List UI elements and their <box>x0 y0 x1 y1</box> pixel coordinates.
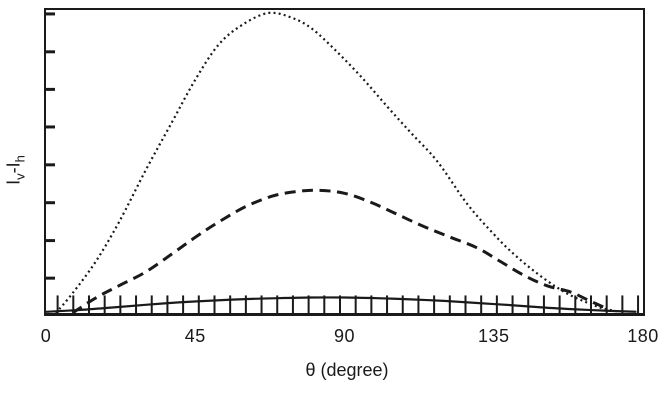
dotted-curve <box>55 11 621 313</box>
plot-svg <box>46 11 640 313</box>
solid-curve <box>46 296 637 313</box>
x-tick-label-180: 180 <box>627 326 659 346</box>
y-axis-title-sub-h: h <box>12 155 28 163</box>
plot-area <box>44 8 645 316</box>
x-tick-label-135: 135 <box>477 326 510 346</box>
y-axis-title-i2: I <box>3 162 24 168</box>
x-tick-label-90: 90 <box>333 326 356 346</box>
y-axis-title-i1: I <box>3 179 24 185</box>
dashed-curve <box>71 188 604 313</box>
x-tick-label-45: 45 <box>184 326 206 346</box>
y-axis-title-sub-v: v <box>12 173 28 180</box>
x-tick-label-0: 0 <box>40 326 52 346</box>
x-axis-title: θ (degree) <box>305 360 389 380</box>
y-axis-title-minus: - <box>3 167 24 174</box>
y-axis-title: Iv-Ih <box>4 155 31 185</box>
